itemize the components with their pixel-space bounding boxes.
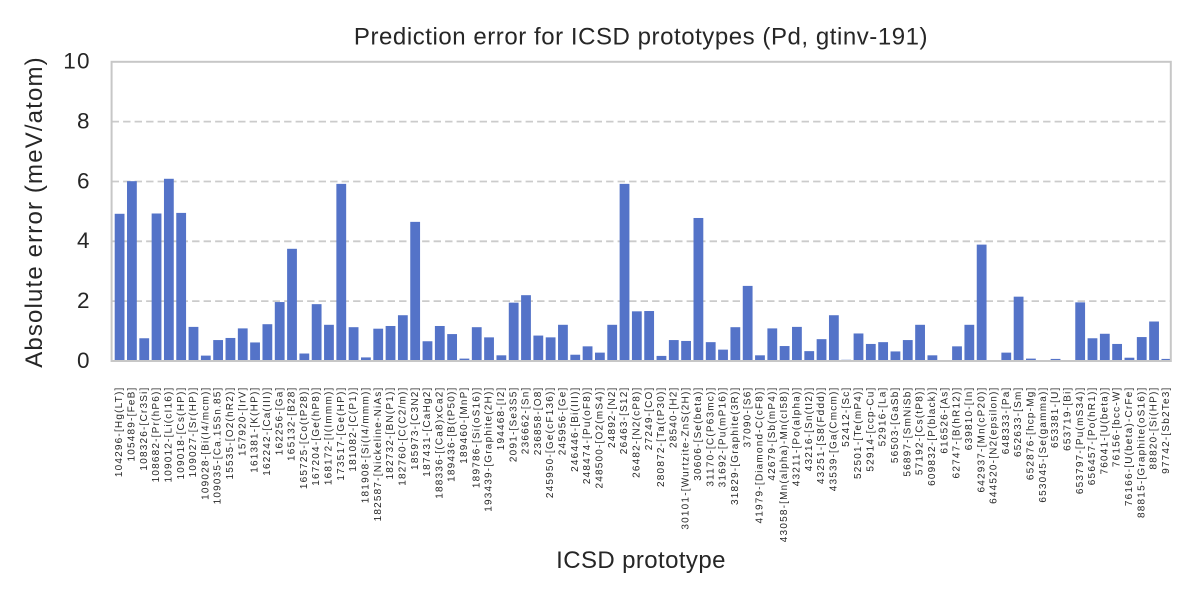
svg-text:248474-[Pu(oF8)]: 248474-[Pu(oF8)]	[582, 387, 593, 485]
svg-text:162256-[Ga]: 162256-[Ga]	[274, 387, 285, 456]
svg-text:2091-[Se3S5]: 2091-[Se3S5]	[508, 387, 519, 463]
svg-text:56503-[GaSb]: 56503-[GaSb]	[890, 387, 901, 464]
svg-text:108682-[Pr(hP6)]: 108682-[Pr(hP6)]	[151, 387, 162, 483]
svg-text:108326-[Cr3Si]: 108326-[Cr3Si]	[139, 387, 150, 471]
svg-text:165725-[Co(tP28)]: 165725-[Co(tP28)]	[299, 387, 310, 490]
svg-text:642937-[Mn(cP20)]: 642937-[Mn(cP20)]	[976, 387, 987, 493]
svg-text:653719-[Bi]: 653719-[Bi]	[1062, 387, 1073, 451]
svg-text:57192-[Cs(tP8)]: 57192-[Cs(tP8)]	[915, 387, 926, 476]
svg-text:43539-[Ga(Cmcm)]: 43539-[Ga(Cmcm)]	[828, 387, 839, 492]
svg-text:245956-[Ge]: 245956-[Ge]	[558, 387, 569, 456]
svg-text:168172-[I(Immm)]: 168172-[I(Immm)]	[324, 387, 335, 486]
svg-text:246446-[Bi(III)]: 246446-[Bi(III)]	[570, 387, 581, 472]
svg-text:162242-[Ca(III)]: 162242-[Ca(III)]	[262, 387, 273, 476]
svg-text:194468-[I2]: 194468-[I2]	[496, 386, 507, 450]
svg-text:109035-[Ca.15Sn.85]: 109035-[Ca.15Sn.85]	[213, 387, 224, 505]
svg-text:280872-[Ta(tP30)]: 280872-[Ta(tP30)]	[656, 387, 667, 487]
svg-text:167204-[Ge(hP8)]: 167204-[Ge(hP8)]	[311, 387, 322, 486]
svg-text:182587-[Nickeline-NiAs]: 182587-[Nickeline-NiAs]	[373, 387, 384, 522]
svg-text:104296-[Hg(LT)]: 104296-[Hg(LT)]	[114, 387, 125, 478]
svg-text:31692-[Pu(mP16)]: 31692-[Pu(mP16)]	[718, 387, 729, 488]
svg-text:Absolute error (meV/atom): Absolute error (meV/atom)	[21, 56, 48, 368]
svg-text:30101-[Wurtzite-ZnS(2H)]: 30101-[Wurtzite-ZnS(2H)]	[681, 387, 692, 530]
svg-text:193439-[Graphite(2H)]: 193439-[Graphite(2H)]	[484, 387, 495, 512]
svg-text:97742-[Sb2Te3]: 97742-[Sb2Te3]	[1161, 387, 1172, 474]
svg-text:245950-[Ge(cF136)]: 245950-[Ge(cF136)]	[545, 387, 556, 499]
svg-text:15535-[O2(hR2)]: 15535-[O2(hR2)]	[225, 387, 236, 480]
svg-text:76166-[U(beta)-CrFe]: 76166-[U(beta)-CrFe]	[1124, 387, 1135, 507]
svg-text:43211-[Po(alpha)]: 43211-[Po(alpha)]	[792, 387, 803, 487]
svg-text:189786-[Si(oS16)]: 189786-[Si(oS16)]	[471, 386, 482, 488]
svg-text:236662-[Sn]: 236662-[Sn]	[521, 387, 532, 455]
svg-text:0: 0	[77, 348, 91, 373]
svg-text:105489-[FeB]: 105489-[FeB]	[127, 387, 138, 462]
svg-text:4: 4	[77, 228, 91, 253]
svg-text:52914-[ccp-Cu]: 52914-[ccp-Cu]	[865, 387, 876, 472]
svg-text:653045-[Se(gamma)]: 653045-[Se(gamma)]	[1038, 387, 1049, 503]
svg-text:52412-[Sc]: 52412-[Sc]	[841, 387, 852, 447]
svg-text:189460-[MnP]: 189460-[MnP]	[459, 387, 470, 464]
svg-text:189436-[B(tP50)]: 189436-[B(tP50)]	[447, 386, 458, 481]
svg-text:8: 8	[77, 109, 91, 134]
svg-text:639810-[In]: 639810-[In]	[964, 386, 975, 450]
svg-text:644520-[N2(epsilon)]: 644520-[N2(epsilon)]	[989, 387, 1000, 504]
svg-text:165132-[B28]: 165132-[B28]	[287, 387, 298, 461]
svg-text:182760-[C(C2/m)]: 182760-[C(C2/m)]	[397, 387, 408, 486]
svg-text:76041-[U(beta)]: 76041-[U(beta)]	[1099, 387, 1110, 475]
svg-text:173517-[Ge(HP)]: 173517-[Ge(HP)]	[336, 387, 347, 481]
svg-text:52916-[La]: 52916-[La]	[878, 387, 889, 447]
svg-text:187431-[CaHg2]: 187431-[CaHg2]	[422, 386, 433, 476]
svg-text:52501-[Te(mP4)]: 52501-[Te(mP4)]	[853, 387, 864, 479]
svg-text:656457-[Po(hR1)]: 656457-[Po(hR1)]	[1087, 387, 1098, 486]
svg-text:62747-[B(hR12)]: 62747-[B(hR12)]	[952, 387, 963, 479]
svg-text:88815-[Graphite(oS16)]: 88815-[Graphite(oS16)]	[1136, 387, 1147, 518]
svg-text:43251-[S8(Fddd)]: 43251-[S8(Fddd)]	[816, 387, 827, 485]
svg-text:109012-[Li(cI16)]: 109012-[Li(cI16)]	[163, 387, 174, 483]
svg-text:181908-[Si(I4/mmm)]: 181908-[Si(I4/mmm)]	[361, 387, 372, 504]
svg-text:248500-[O2(mS4)]: 248500-[O2(mS4)]	[594, 387, 605, 489]
svg-text:37090-[S6]: 37090-[S6]	[742, 387, 753, 448]
svg-text:31170-[C(P63mc)]: 31170-[C(P63mc)]	[705, 387, 716, 487]
svg-text:652633-[Sm]: 652633-[Sm]	[1013, 386, 1024, 456]
svg-text:43216-[Sn(tI2)]: 43216-[Sn(tI2)]	[804, 387, 815, 472]
svg-text:181082-[C(P1)]: 181082-[C(P1)]	[348, 387, 359, 472]
svg-text:157920-[IrV]: 157920-[IrV]	[237, 387, 248, 456]
svg-text:648333-[Pa]: 648333-[Pa]	[1001, 387, 1012, 455]
svg-text:109028-[Bi(I4/mcm)]: 109028-[Bi(I4/mcm)]	[200, 387, 211, 500]
svg-text:10: 10	[63, 49, 90, 74]
svg-text:2: 2	[77, 288, 91, 313]
svg-text:56897-[SmNiSb]: 56897-[SmNiSb]	[902, 387, 913, 477]
svg-text:26463-[S12]: 26463-[S12]	[619, 387, 630, 455]
svg-text:185973-[C3N2]: 185973-[C3N2]	[410, 387, 421, 470]
svg-text:88820-[Si(HP)]: 88820-[Si(HP)]	[1149, 387, 1160, 470]
svg-text:236858-[O8]: 236858-[O8]	[533, 387, 544, 456]
svg-text:42679-[Sb(mP4)]: 42679-[Sb(mP4)]	[767, 387, 778, 481]
svg-text:109027-[Sr(HP)]: 109027-[Sr(HP)]	[188, 387, 199, 478]
svg-text:76156-[bcc-W]: 76156-[bcc-W]	[1112, 387, 1123, 468]
svg-text:609832-[P(black)]: 609832-[P(black)]	[927, 387, 938, 486]
svg-text:41979-[Diamond-C(cF8)]: 41979-[Diamond-C(cF8)]	[755, 387, 766, 524]
svg-text:Prediction error for ICSD prot: Prediction error for ICSD prototypes (Pd…	[354, 24, 928, 51]
svg-text:182732-[BN(P1)]: 182732-[BN(P1)]	[385, 387, 396, 480]
svg-text:ICSD prototype: ICSD prototype	[556, 547, 726, 574]
svg-text:6: 6	[77, 168, 91, 193]
svg-text:24892-[N2]: 24892-[N2]	[607, 387, 618, 448]
svg-text:161381-[K(HP)]: 161381-[K(HP)]	[250, 387, 261, 473]
svg-text:188336-[(Ca8)xCa2]: 188336-[(Ca8)xCa2]	[434, 387, 445, 499]
svg-text:43058-[Mn(alpha)-Mn(cI58)]: 43058-[Mn(alpha)-Mn(cI58)]	[779, 387, 790, 543]
svg-text:30606-[Se(beta)]: 30606-[Se(beta)]	[693, 387, 704, 481]
svg-text:26482-[N2(cP8)]: 26482-[N2(cP8)]	[631, 387, 642, 478]
svg-text:31829-[Graphite(3R)]: 31829-[Graphite(3R)]	[730, 387, 741, 506]
svg-text:653381-[U]: 653381-[U]	[1050, 387, 1061, 448]
svg-text:28540-[H2]: 28540-[H2]	[668, 387, 679, 448]
svg-text:653797-[Pu(mS34)]: 653797-[Pu(mS34)]	[1075, 387, 1086, 495]
svg-text:616526-[As]: 616526-[As]	[939, 387, 950, 454]
svg-text:652876-[hcp-Mg]: 652876-[hcp-Mg]	[1026, 387, 1037, 481]
svg-text:109018-[Cs(HP)]: 109018-[Cs(HP)]	[176, 387, 187, 480]
svg-text:27249-[CO]: 27249-[CO]	[644, 387, 655, 451]
